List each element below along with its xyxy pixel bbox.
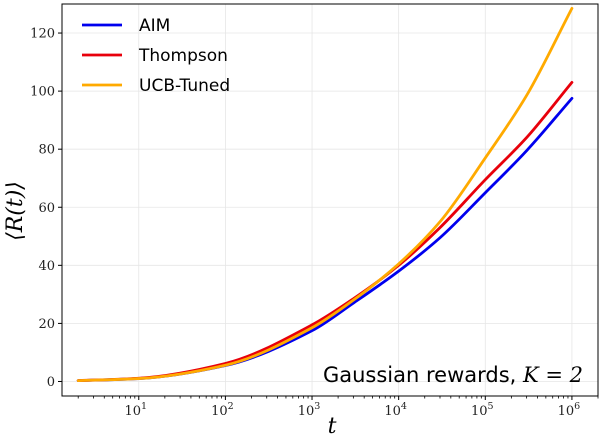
y-tick-label: 0: [47, 375, 55, 390]
y-tick-label: 20: [38, 317, 55, 332]
x-tick-label: 106: [558, 401, 581, 419]
annotation-prefix: Gaussian rewards,: [323, 363, 523, 387]
legend-label: AIM: [139, 16, 170, 36]
y-axis-label: ⟨R(t)⟩: [3, 181, 28, 241]
grid-lines: [62, 4, 598, 396]
y-tick-labels: 0 20 40 60 80 100 120: [30, 27, 55, 390]
x-tick-base: 10: [384, 404, 401, 419]
x-axis-label: t: [328, 414, 337, 436]
legend: AIM Thompson UCB-Tuned: [82, 16, 230, 96]
x-tick-label: 105: [471, 401, 494, 419]
x-tick-label: 103: [298, 401, 321, 419]
y-tick-label: 100: [30, 85, 55, 100]
y-tick-label: 80: [38, 143, 55, 158]
series-lines: [76, 6, 574, 383]
x-tick-base: 10: [558, 404, 575, 419]
annotation-math: K = 2: [522, 363, 583, 387]
plot-frame: [61, 3, 599, 397]
x-tick-exponent: 3: [314, 401, 320, 412]
y-tick-label: 60: [38, 201, 55, 216]
x-tick-base: 10: [124, 404, 141, 419]
x-tick-base: 10: [471, 404, 488, 419]
y-tick-label: 120: [30, 27, 55, 42]
x-tick-label: 101: [124, 401, 147, 419]
legend-label: Thompson: [138, 46, 228, 66]
x-tick-base: 10: [211, 404, 228, 419]
x-tick-exponent: 4: [401, 401, 407, 412]
x-tick-exponent: 6: [574, 401, 580, 412]
annotation-text: Gaussian rewards, K = 2: [323, 363, 583, 387]
x-tick-exponent: 2: [228, 401, 234, 412]
legend-label: UCB-Tuned: [139, 76, 230, 96]
x-tick-base: 10: [298, 404, 315, 419]
x-tick-exponent: 1: [141, 401, 147, 412]
x-tick-exponent: 5: [488, 401, 494, 412]
x-tick-label: 102: [211, 401, 234, 419]
series-line-thompson: [76, 81, 574, 383]
x-tick-labels: 101 102 103 104 105 106: [124, 401, 580, 419]
y-tick-label: 40: [38, 259, 55, 274]
series-line-ucb-tuned: [76, 6, 574, 383]
x-tick-label: 104: [384, 401, 407, 419]
